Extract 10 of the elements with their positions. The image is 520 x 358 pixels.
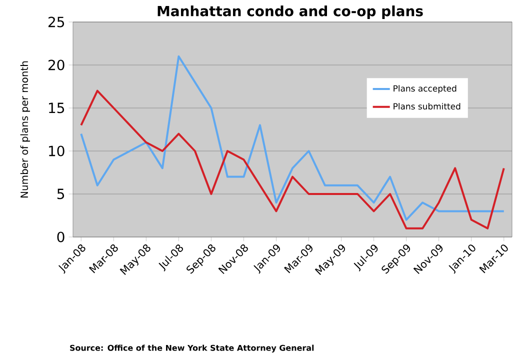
legend-label: Plans accepted: [394, 85, 456, 94]
y-tick-label: 25: [48, 16, 64, 28]
y-tick-label: 0: [57, 232, 64, 242]
legend-label: Plans submitted: [394, 102, 460, 110]
y-axis-title: Number of plans per month: [20, 61, 30, 198]
y-tick-label: 20: [48, 60, 64, 70]
y-tick-label: 5: [57, 188, 64, 200]
y-tick-label: 15: [49, 102, 64, 114]
y-tick-label: 10: [49, 146, 64, 156]
chart-title: Manhattan condo and co-op plans: [158, 6, 423, 20]
